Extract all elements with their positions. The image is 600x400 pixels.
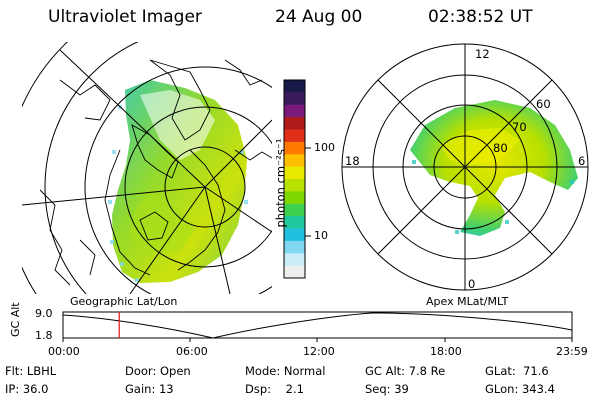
mlt-label-12: 12 xyxy=(475,47,490,61)
timeline-x-tick: 18:00 xyxy=(430,345,462,358)
timeline-y-title: GC Alt xyxy=(9,302,22,337)
param-dsp: Dsp: 2.1 xyxy=(245,382,304,396)
timeline-y-bottom: 1.8 xyxy=(35,329,53,342)
param-glon: GLon: 343.4 xyxy=(485,382,555,396)
orbit-timeline xyxy=(62,311,573,342)
colorbar-label-100: 100 xyxy=(314,141,335,154)
colorbar-swatch xyxy=(284,240,305,254)
colorbar-swatch xyxy=(284,253,305,267)
param-ip: IP: 36.0 xyxy=(5,382,49,396)
date-label: 24 Aug 00 xyxy=(275,7,363,27)
param-gc-alt: GC Alt: 7.8 Re xyxy=(365,364,446,378)
colorbar xyxy=(284,80,305,279)
geographic-caption: Geographic Lat/Lon xyxy=(70,295,178,308)
mlt-label-18: 18 xyxy=(345,154,360,168)
lat-label-60: 60 xyxy=(536,97,551,111)
time-label: 02:38:52 UT xyxy=(428,7,533,27)
timeline-x-tick: 12:00 xyxy=(303,345,335,358)
colorbar-swatch xyxy=(284,117,305,131)
instrument-title: Ultraviolet Imager xyxy=(48,7,202,27)
colorbar-swatch xyxy=(284,104,305,118)
magnetic-panel xyxy=(341,43,589,291)
colorbar-swatch xyxy=(284,92,305,106)
param-filter: Flt: LBHL xyxy=(5,364,57,378)
lat-label-70: 70 xyxy=(512,120,527,134)
colorbar-swatch xyxy=(284,179,305,192)
colorbar-frame xyxy=(283,79,306,279)
param-gain: Gain: 13 xyxy=(125,382,174,396)
colorbar-swatch xyxy=(284,129,305,143)
mlt-label-0: 0 xyxy=(468,277,476,291)
param-mode: Mode: Normal xyxy=(245,364,326,378)
lat-label-80: 80 xyxy=(493,141,508,155)
colorbar-label-10: 10 xyxy=(314,229,328,242)
timeline-x-tick: 00:00 xyxy=(48,345,80,358)
aurora-emission-right xyxy=(410,100,578,236)
colorbar-swatch xyxy=(284,141,305,155)
timeline-x-tick: 23:59 xyxy=(556,345,588,358)
magnetic-caption: Apex MLat/MLT xyxy=(426,295,509,308)
colorbar-swatch xyxy=(284,191,305,205)
colorbar-swatch xyxy=(284,228,305,242)
timeline-x-tick: 06:00 xyxy=(176,345,208,358)
geographic-panel xyxy=(22,42,272,294)
colorbar-swatch xyxy=(284,166,305,180)
param-seq: Seq: 39 xyxy=(365,382,409,396)
colorbar-swatch xyxy=(284,265,305,279)
colorbar-unit-label: photon cm⁻²s⁻¹ xyxy=(273,138,288,228)
colorbar-swatch xyxy=(284,80,305,93)
colorbar-swatch xyxy=(284,154,305,168)
timeline-y-top: 9.0 xyxy=(35,307,53,320)
colorbar-swatch xyxy=(284,203,305,217)
param-door: Door: Open xyxy=(125,364,191,378)
colorbar-swatch xyxy=(284,216,305,230)
param-glat: GLat: 71.6 xyxy=(485,364,549,378)
mlt-label-6: 6 xyxy=(578,154,586,168)
altitude-curve xyxy=(62,312,573,339)
